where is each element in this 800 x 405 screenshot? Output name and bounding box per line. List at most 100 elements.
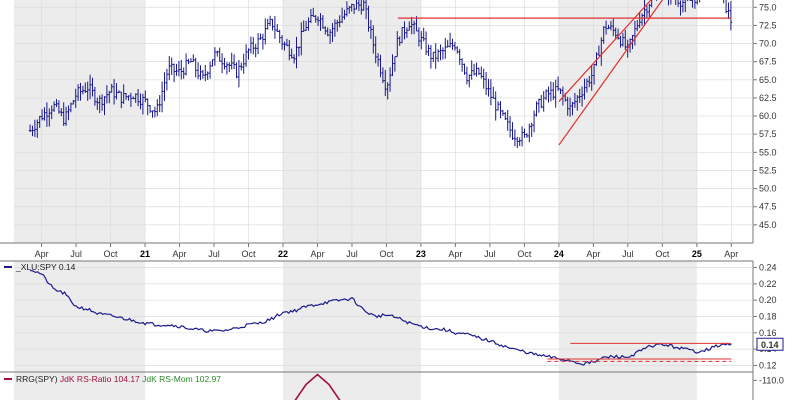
price-bar — [420, 31, 423, 50]
price-bar — [619, 35, 622, 48]
price-bar — [36, 119, 39, 138]
price-bar — [670, 0, 672, 5]
ratio-tick-label: 0.16 — [759, 328, 777, 338]
price-bar — [604, 20, 608, 35]
price-bar — [127, 95, 130, 101]
ratio-panel: 0.24 0.22 0.20 0.18 0.16 0.14 0.12 _XLU:SPY 0.1… — [0, 260, 784, 372]
price-bar — [67, 105, 70, 121]
price-bar — [31, 125, 34, 137]
price-bar — [393, 56, 397, 72]
price-bar — [348, 6, 351, 14]
price-bar — [573, 92, 577, 108]
price-bar — [554, 79, 557, 108]
price-bar — [532, 110, 536, 133]
price-bar — [696, 0, 698, 5]
price-bar — [405, 27, 409, 38]
price-bar — [379, 54, 382, 78]
price-bar — [240, 62, 243, 71]
price-tick-label: 47.5 — [759, 202, 777, 212]
price-bar — [122, 84, 125, 104]
price-bar — [96, 97, 99, 111]
price-tick-label: 50.0 — [759, 184, 777, 194]
price-bar — [196, 62, 200, 80]
price-bar — [232, 54, 236, 70]
ratio-tick-label: 0.12 — [759, 360, 777, 370]
price-bar — [285, 38, 289, 47]
background-layer — [14, 0, 697, 400]
price-bar — [667, 0, 669, 6]
price-bar — [192, 54, 195, 62]
price-bar — [256, 33, 260, 55]
price-bar — [326, 27, 329, 37]
price-bar — [511, 122, 514, 140]
price-bar — [460, 58, 464, 72]
price-bar — [360, 0, 363, 15]
price-bar — [254, 43, 257, 58]
price-bar — [112, 79, 116, 105]
last-value-badge — [756, 337, 784, 351]
price-bar — [100, 94, 104, 111]
price-bar — [307, 17, 310, 31]
price-bar — [136, 89, 140, 107]
price-bar — [276, 24, 279, 32]
price-bar — [182, 67, 185, 79]
price-bar — [508, 116, 512, 138]
x-tick-label: Apr — [724, 249, 738, 259]
ratio-legend-label: _XLU:SPY 0.14 — [15, 262, 76, 272]
rrg-legend-prefix: RRG(SPY) JdK RS-Ratio 104.17 JdK RS-Mom … — [16, 374, 221, 384]
x-tick-label: Jul — [622, 249, 634, 259]
price-bar — [273, 15, 277, 39]
price-bar — [60, 108, 63, 117]
x-tick-label: Jul — [70, 249, 82, 259]
price-bar — [614, 27, 617, 40]
price-bar — [595, 52, 598, 66]
price-bar — [247, 48, 250, 60]
price-bar — [432, 51, 435, 62]
ratio-tick-label: 0.18 — [759, 312, 777, 322]
price-bar — [252, 37, 255, 55]
rrg-tick-label: -110.0 — [759, 375, 784, 385]
price-bar — [110, 83, 113, 93]
price-bar — [300, 22, 303, 56]
year-shade-rrg-2 — [558, 372, 697, 400]
price-bar — [633, 20, 637, 46]
price-bar — [410, 16, 413, 35]
price-bar — [585, 78, 589, 93]
x-tick-label: 22 — [278, 249, 288, 259]
price-bar — [350, 3, 353, 12]
price-bar — [446, 39, 449, 48]
price-bar — [489, 79, 493, 106]
price-bar — [50, 105, 53, 120]
price-bar — [84, 82, 87, 93]
price-bar — [249, 36, 253, 54]
price-bar — [441, 47, 445, 60]
price-bar — [516, 136, 519, 149]
price-bar — [319, 13, 322, 31]
price-bar — [134, 93, 137, 103]
price-bar — [64, 106, 68, 127]
x-tick-label: Apr — [448, 249, 462, 259]
price-bar — [331, 23, 334, 42]
price-bar — [218, 47, 221, 62]
price-bar — [88, 74, 92, 100]
price-bar — [484, 72, 488, 96]
price-bar — [525, 133, 529, 138]
price-bar — [228, 62, 231, 73]
price-bar — [117, 90, 121, 94]
price-bar — [261, 33, 265, 50]
x-tick-label: Oct — [241, 249, 256, 259]
price-bar — [374, 36, 377, 64]
year-shade-price-0 — [14, 0, 146, 243]
x-tick-label: 25 — [692, 249, 702, 259]
price-bar — [180, 59, 183, 80]
price-bar — [578, 88, 581, 103]
price-bar — [72, 100, 75, 105]
price-bar — [223, 57, 226, 70]
price-tick-label: 70.0 — [759, 39, 777, 49]
ratio-series-line — [30, 270, 732, 366]
price-bar — [187, 58, 190, 65]
price-bar — [175, 63, 178, 76]
price-bar — [552, 82, 555, 101]
price-bar — [40, 109, 44, 121]
